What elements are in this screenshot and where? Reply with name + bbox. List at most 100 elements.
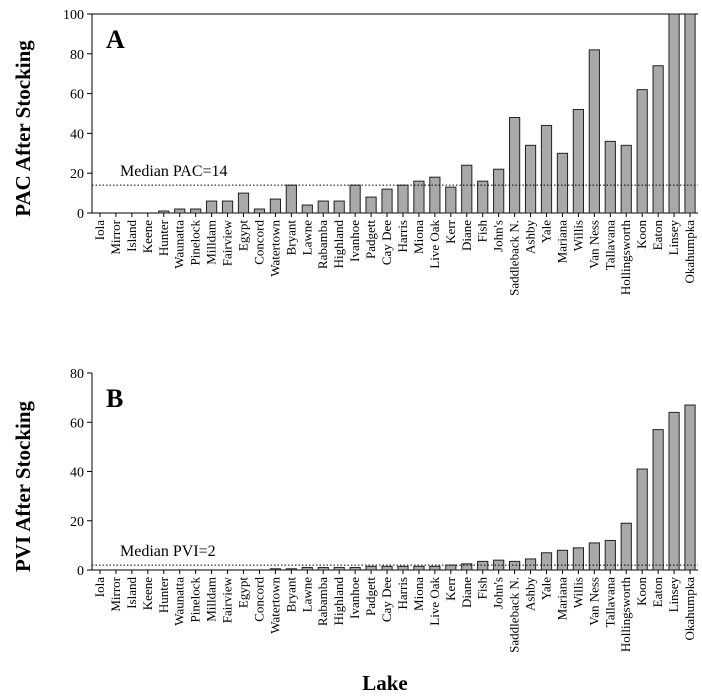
y-tick-label: 60 (70, 88, 84, 103)
bar (509, 560, 521, 571)
x-tick-label: Harris (395, 577, 410, 610)
x-tick-label: Linsey (666, 220, 681, 256)
x-tick-label: Ashby (523, 220, 538, 254)
panel-label: A (106, 25, 125, 54)
x-tick-label: Watertown (267, 577, 282, 634)
x-tick-label: Rabamba (315, 577, 330, 626)
bar (684, 404, 696, 571)
x-tick-label: Padgett (363, 220, 378, 259)
x-tick-label: Live Oak (427, 577, 442, 626)
bar (461, 164, 473, 214)
x-tick-label: Hunter (156, 219, 171, 256)
x-tick-label: Willis (570, 220, 585, 251)
bar (285, 568, 297, 571)
x-tick-label: Padgett (363, 577, 378, 616)
x-tick-label: Van Ness (586, 220, 601, 269)
x-axis-title: Lake (362, 671, 408, 695)
bar (604, 140, 616, 214)
y-tick-label: 60 (70, 416, 84, 431)
x-tick-label: Miona (411, 220, 426, 254)
x-tick-label: Egypt (236, 577, 251, 608)
bar (493, 168, 505, 214)
y-tick-label: 40 (70, 127, 84, 142)
x-tick-label: Cay Dee (379, 577, 394, 622)
x-tick-label: Pinelock (188, 577, 203, 623)
bar (445, 186, 457, 214)
x-tick-label: Van Ness (586, 577, 601, 626)
x-tick-label: Live Oak (427, 220, 442, 269)
bar (317, 567, 329, 571)
x-tick-label: Ivanhoe (347, 220, 362, 262)
x-tick-label: Iola (92, 577, 107, 597)
bar (349, 567, 361, 571)
x-tick-label: Keene (140, 220, 155, 253)
x-tick-label: Yale (539, 577, 554, 600)
x-tick-label: Lawne (299, 220, 314, 256)
bar (206, 200, 218, 214)
x-tick-label: Pinelock (188, 220, 203, 266)
y-tick-label: 0 (77, 207, 84, 222)
x-tick-label: Island (124, 577, 139, 609)
bar (524, 144, 537, 214)
x-tick-label: Cay Dee (379, 220, 394, 265)
x-tick-label: Fish (475, 577, 490, 600)
x-tick-label: Kerr (443, 219, 458, 243)
bar (556, 152, 569, 214)
bar (301, 567, 313, 571)
x-tick-label: Yale (539, 220, 554, 243)
bar (269, 568, 281, 571)
bar (253, 208, 266, 214)
x-tick-label: Milldam (204, 577, 219, 622)
x-tick-label: Milldam (204, 220, 219, 265)
x-tick-label: Koon (634, 220, 649, 249)
x-tick-label: Lawne (299, 577, 314, 613)
x-tick-label: Willis (570, 577, 585, 608)
x-tick-label: Fairview (220, 219, 235, 266)
x-tick-label: Island (124, 220, 139, 252)
x-tick-label: Mariana (554, 220, 569, 264)
x-tick-label: Saddleback N. (507, 220, 522, 296)
x-tick-label: Eaton (650, 220, 665, 251)
x-tick-label: Waunatta (172, 577, 187, 626)
bar (301, 204, 313, 214)
x-tick-label: John's (491, 577, 506, 609)
bar (397, 184, 409, 214)
bar (509, 116, 521, 214)
bar (269, 198, 281, 214)
panel-label: B (106, 384, 123, 413)
x-tick-label: Rabamba (315, 220, 330, 269)
bar (190, 208, 202, 214)
x-tick-label: Mariana (554, 577, 569, 621)
x-tick-label: Okahumpka (682, 577, 697, 641)
bar (317, 200, 329, 214)
bar (413, 180, 425, 214)
median-label: Median PAC=14 (120, 163, 228, 180)
x-tick-label: Hunter (156, 576, 171, 613)
x-tick-label: Ivanhoe (347, 577, 362, 619)
x-tick-label: Diane (459, 220, 474, 251)
y-tick-label: 80 (70, 367, 84, 382)
bar (429, 565, 441, 571)
bar (524, 558, 537, 571)
x-tick-label: Concord (251, 577, 266, 622)
bar (540, 124, 553, 214)
x-tick-label: Miona (411, 577, 426, 611)
x-tick-label: Diane (459, 577, 474, 608)
x-tick-label: Harris (395, 220, 410, 253)
bar (668, 411, 680, 571)
x-tick-label: Hollingsworth (618, 220, 633, 296)
bar (397, 565, 409, 571)
bar (429, 176, 441, 214)
x-tick-label: Okahumpka (682, 220, 697, 284)
bar (365, 565, 377, 571)
x-tick-label: Hollingsworth (618, 577, 633, 653)
bar (237, 192, 250, 214)
bar (445, 564, 457, 571)
y-tick-label: 80 (70, 48, 84, 63)
bar (572, 547, 584, 571)
x-tick-label: Waunatta (172, 220, 187, 269)
bar (365, 196, 377, 214)
x-tick-label: Linsey (666, 577, 681, 613)
bar (333, 200, 345, 214)
